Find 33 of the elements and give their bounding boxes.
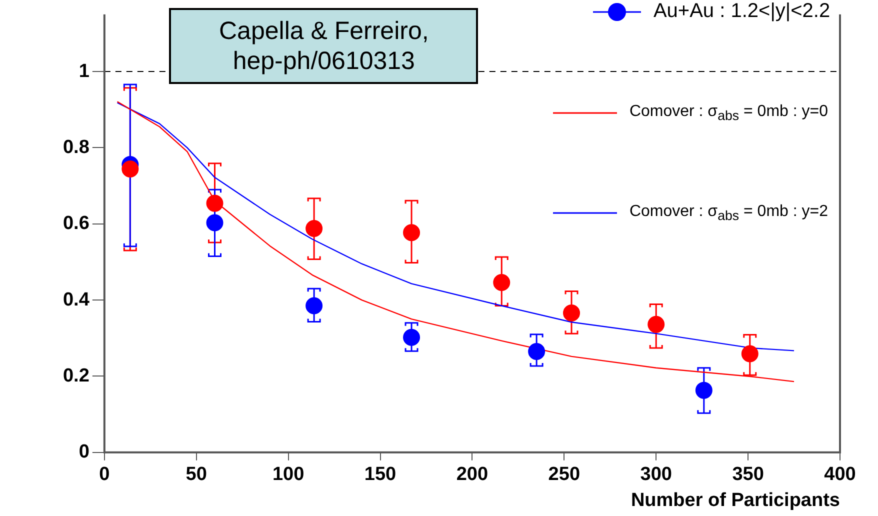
point [528, 342, 546, 360]
point [741, 345, 758, 362]
x-tick-label: 400 [824, 464, 856, 486]
x-tick-label: 250 [548, 464, 580, 486]
x-tick-label: 50 [186, 464, 207, 486]
point [403, 328, 420, 346]
point [206, 194, 224, 212]
y-tick-label: 0.2 [62, 365, 90, 386]
x-tick-label: 0 [99, 464, 110, 486]
x-tick-label: 300 [640, 464, 672, 486]
x-tick-label: 100 [272, 464, 304, 486]
x-tick-label: 150 [364, 464, 396, 486]
point [306, 220, 323, 237]
y-tick-label: 0.8 [62, 136, 90, 158]
point [122, 160, 139, 178]
point [695, 382, 712, 399]
point [403, 224, 420, 242]
point [206, 214, 224, 232]
y-tick-label: 0 [78, 442, 90, 463]
legend-label: Comover : σ$_{abs}$ = 0mb : y=2 [629, 203, 828, 224]
legend-label: Comover : σ$_{abs}$ = 0mb : y=0 [629, 103, 828, 124]
legend-label: Au+Au : 1.2<|y|<2.2 [653, 0, 830, 23]
x-tick-label: 350 [732, 464, 764, 486]
y-tick-label: 1 [78, 60, 90, 82]
note-box: Capella & Ferreiro, hep-ph/0610313 [169, 8, 478, 84]
y-tick-label: 0.6 [62, 213, 90, 234]
x-axis-title: Number of Participants [630, 490, 840, 511]
point [648, 316, 665, 333]
y-tick-label: 0.4 [62, 289, 90, 310]
point [306, 297, 323, 314]
point [563, 304, 580, 322]
x-tick-label: 200 [456, 464, 488, 486]
point [493, 274, 510, 292]
